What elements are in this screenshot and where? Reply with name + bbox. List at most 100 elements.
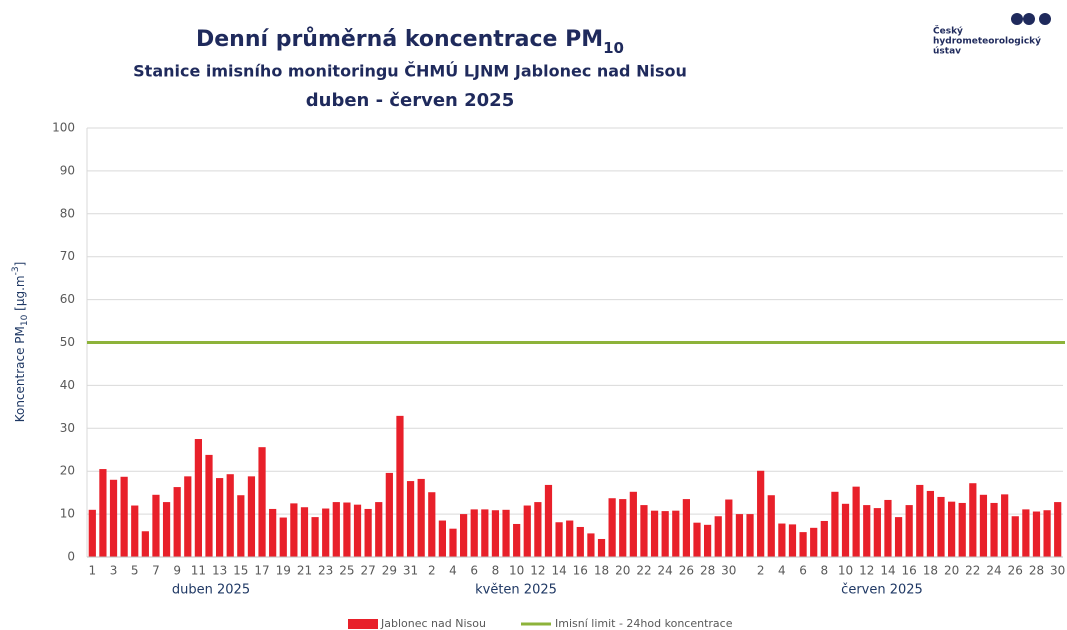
y-axis-label: Koncentrace PM10 [µg.m-3]: [11, 262, 30, 423]
x-tick-label: 14: [551, 564, 566, 578]
bar: [152, 494, 160, 557]
x-tick-label: 26: [679, 564, 694, 578]
y-label-sub: 10: [20, 314, 30, 326]
bar: [746, 514, 754, 557]
x-tick-label: 27: [360, 564, 375, 578]
y-tick-label: 90: [60, 163, 75, 177]
bar: [513, 523, 521, 557]
bar: [194, 439, 202, 557]
x-tick-label: 15: [233, 564, 248, 578]
bar: [269, 508, 277, 557]
bar: [937, 496, 945, 557]
x-tick-label: 28: [1029, 564, 1044, 578]
x-tick-label: 10: [509, 564, 524, 578]
bar: [555, 522, 563, 557]
x-tick-label: 21: [297, 564, 312, 578]
y-tick-label: 30: [60, 421, 75, 435]
bar: [587, 533, 595, 557]
x-tick-label: 5: [131, 564, 139, 578]
bar: [173, 487, 181, 557]
bar: [969, 483, 977, 557]
chart-title: Denní průměrná koncentrace PM10: [196, 27, 624, 57]
bar: [406, 481, 415, 557]
bar: [916, 484, 924, 557]
x-tick-label: 6: [470, 564, 478, 578]
y-label-part: Koncentrace PM: [13, 326, 27, 422]
period: duben - červen 2025: [306, 90, 515, 111]
bar: [290, 503, 298, 557]
bar: [300, 507, 309, 557]
bar: [460, 514, 468, 557]
logo-dot: [1023, 13, 1035, 25]
bar: [502, 509, 510, 557]
bar: [247, 476, 256, 557]
x-tick-label: 7: [152, 564, 160, 578]
bar: [682, 499, 690, 557]
y-tick-label: 50: [60, 335, 75, 349]
bar: [693, 522, 701, 557]
bar: [332, 502, 340, 557]
bar: [884, 499, 892, 557]
x-tick-label: 18: [923, 564, 938, 578]
bar: [1022, 509, 1030, 557]
bar: [491, 510, 500, 557]
x-tick-label: 18: [594, 564, 609, 578]
x-tick-label: 26: [1008, 564, 1023, 578]
x-tick-label: 24: [986, 564, 1001, 578]
bar: [926, 490, 934, 557]
x-tick-label: 10: [838, 564, 853, 578]
bar: [279, 517, 287, 557]
logo-dot: [1039, 13, 1051, 25]
y-tick-label: 40: [60, 378, 75, 392]
bar: [141, 531, 149, 557]
bar: [470, 509, 478, 557]
bar: [88, 509, 96, 557]
bar: [767, 495, 775, 557]
month-label: červen 2025: [841, 583, 923, 598]
x-tick-label: 6: [799, 564, 807, 578]
bar: [714, 516, 722, 557]
bar: [449, 528, 457, 557]
x-tick-label: 1: [88, 564, 96, 578]
x-tick-label: 4: [449, 564, 457, 578]
bar: [1001, 494, 1009, 557]
bar: [894, 517, 903, 557]
bar: [661, 511, 669, 557]
x-tick-label: 30: [721, 564, 736, 578]
bar: [608, 498, 616, 557]
x-tick-label: 20: [944, 564, 959, 578]
bar: [226, 474, 234, 557]
y-tick-label: 100: [52, 121, 75, 135]
x-tick-label: 19: [276, 564, 291, 578]
bar: [629, 491, 637, 557]
subtitle: Stanice imisního monitoringu ČHMÚ LJNM J…: [133, 62, 687, 81]
bar: [1011, 516, 1019, 557]
y-tick-label: 80: [60, 206, 75, 220]
y-label-part: [µg.m: [13, 275, 27, 314]
bar: [799, 532, 807, 557]
bar: [216, 478, 224, 557]
bar: [322, 508, 330, 557]
x-tick-label: 8: [492, 564, 500, 578]
y-tick-label: 10: [60, 507, 75, 521]
bar: [735, 514, 744, 557]
bar: [725, 499, 733, 557]
x-tick-label: 17: [254, 564, 269, 578]
x-tick-label: 12: [859, 564, 874, 578]
x-tick-label: 31: [403, 564, 418, 578]
bar: [566, 520, 574, 557]
bar: [905, 505, 913, 557]
y-tick-label: 20: [60, 464, 75, 478]
bar: [162, 502, 171, 557]
bar: [852, 486, 860, 557]
x-tick-label: 2: [757, 564, 765, 578]
bar: [640, 505, 648, 557]
x-tick-label: 24: [658, 564, 673, 578]
bar: [990, 502, 998, 557]
y-tick-label: 60: [60, 292, 75, 306]
x-tick-label: 16: [573, 564, 588, 578]
bar: [672, 510, 680, 557]
bar: [778, 523, 786, 557]
bar: [109, 479, 118, 557]
